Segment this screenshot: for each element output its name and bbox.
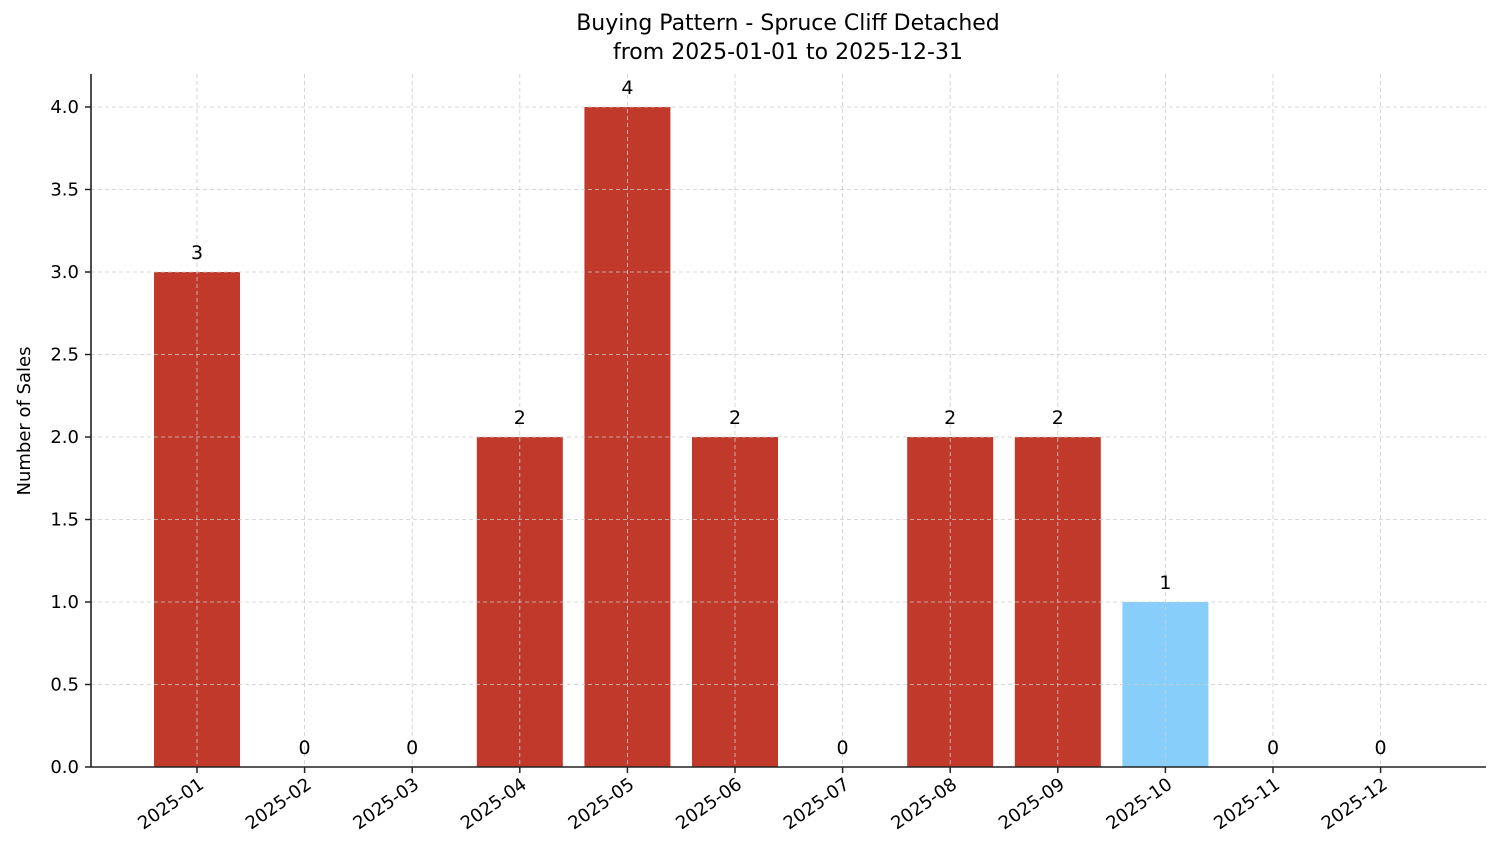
chart-subtitle: from 2025-01-01 to 2025-12-31 (613, 40, 963, 65)
x-tick-label: 2025-08 (887, 774, 961, 834)
x-tick-label: 2025-01 (134, 774, 208, 834)
value-label: 1 (1159, 572, 1171, 594)
value-label: 2 (729, 407, 741, 429)
y-axis-label: Number of Sales (14, 346, 35, 495)
x-tick-label: 2025-12 (1318, 774, 1392, 834)
x-tick-label: 2025-11 (1210, 774, 1284, 834)
y-tick-label: 2.5 (50, 345, 79, 366)
value-label: 2 (514, 407, 526, 429)
y-tick-label: 3.5 (50, 180, 79, 201)
y-tick-label: 2.0 (50, 427, 79, 448)
value-label: 0 (837, 737, 849, 759)
value-label: 0 (1267, 737, 1279, 759)
x-tick-label: 2025-09 (995, 774, 1069, 834)
value-label: 3 (191, 242, 203, 264)
x-tick-label: 2025-03 (349, 774, 423, 834)
y-tick-label: 1.0 (50, 592, 79, 613)
y-tick-label: 1.5 (50, 510, 79, 531)
x-tick-label: 2025-04 (457, 774, 531, 834)
x-tick-label: 2025-06 (672, 774, 746, 834)
value-label: 2 (1052, 407, 1064, 429)
y-tick-label: 3.0 (50, 262, 79, 283)
x-tick-label: 2025-02 (242, 774, 316, 834)
value-label: 0 (299, 737, 311, 759)
x-tick-label: 2025-07 (780, 774, 854, 834)
y-tick-label: 0.5 (50, 675, 79, 696)
value-label: 0 (1375, 737, 1387, 759)
x-tick-label: 2025-10 (1103, 774, 1177, 834)
x-tick-label: 2025-05 (565, 774, 639, 834)
value-label: 4 (621, 77, 633, 99)
value-label: 0 (406, 737, 418, 759)
chart-title: Buying Pattern - Spruce Cliff Detached (576, 11, 1000, 36)
y-tick-label: 0.0 (50, 757, 79, 778)
y-tick-label: 4.0 (50, 97, 79, 118)
value-label: 2 (944, 407, 956, 429)
